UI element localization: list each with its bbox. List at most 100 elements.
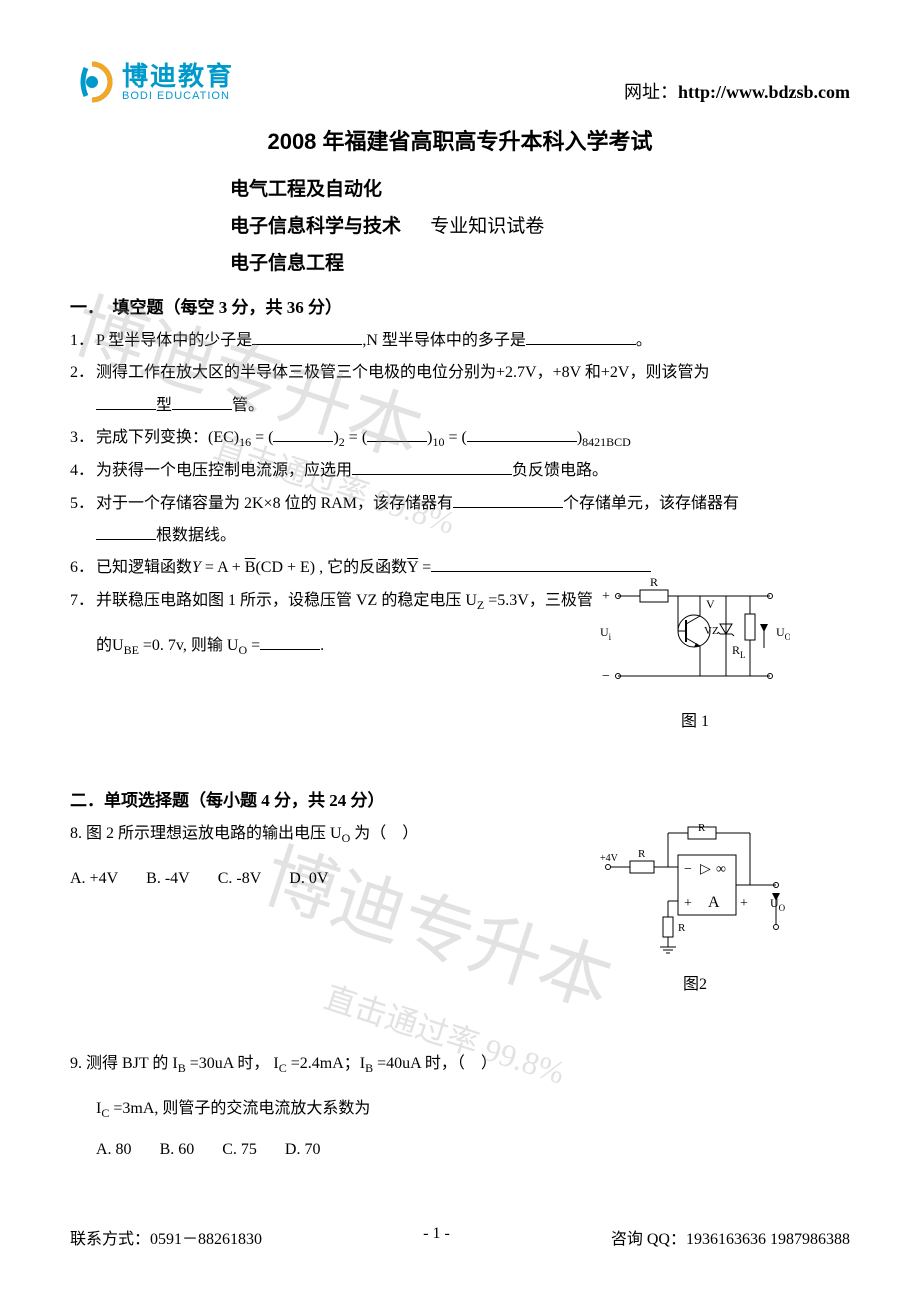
- q1-blank2: [526, 328, 636, 345]
- fig2-tri: ▷: [700, 862, 711, 877]
- q4-a: 为获得一个电压控制电流源，应选用: [96, 462, 352, 479]
- q2-blank2: [172, 393, 232, 410]
- q1-blank1: [252, 328, 362, 345]
- fig1-RL-sub: L: [740, 650, 746, 660]
- q7-f: .: [320, 637, 324, 654]
- fig1-Ui-sub: i: [609, 632, 612, 642]
- q4-b: 负反馈电路。: [512, 462, 608, 479]
- fig1-Ui: U: [600, 625, 609, 639]
- svg-text:−: −: [684, 862, 692, 877]
- fig2-svg: R R +4V − + ▷ ∞ A +: [600, 819, 790, 959]
- page-container: 博迪专升本 直击通过率 99.8% 博迪专升本 直击通过率 99.8% 博迪教育…: [0, 0, 920, 1289]
- q9-a: 测得 BJT 的 I: [86, 1055, 178, 1072]
- fig1-plus-l: +: [602, 589, 610, 604]
- q3-eq3: = (: [444, 429, 466, 446]
- fig2-A: A: [708, 894, 720, 911]
- fig1-Uo: U: [776, 625, 785, 639]
- q3-num: 3．: [70, 423, 96, 453]
- q3-s4: 8421BCD: [582, 435, 631, 449]
- fig2-Uo-sub: O: [779, 903, 786, 913]
- q4-num: 4．: [70, 456, 96, 486]
- website: 网址：http://www.bdzsb.com: [624, 78, 850, 104]
- fig1-minus-l: −: [602, 669, 610, 684]
- q3-blank2: [367, 425, 427, 442]
- fig1-Uo-sub: O: [785, 632, 790, 642]
- fig2-R2: R: [638, 848, 646, 860]
- q8-b: 为（ ）: [350, 825, 418, 842]
- q8-opt-b: B. -4V: [146, 870, 190, 887]
- q8-opt-c: C. -8V: [218, 870, 262, 887]
- subtitle-2-left: 电子信息科学与技术: [230, 216, 401, 237]
- svg-text:Ui: Ui: [600, 625, 612, 642]
- q3-eq2: = (: [345, 429, 367, 446]
- q7-ube: BE: [124, 643, 139, 657]
- logo: 博迪教育 BODI EDUCATION: [70, 60, 234, 104]
- q3-s3: 10: [432, 435, 444, 449]
- q7-c: 的U: [96, 637, 124, 654]
- website-label: 网址：: [624, 82, 678, 102]
- subtitle-block: 电气工程及自动化 电子信息科学与技术 专业知识试卷 电子信息工程: [230, 174, 850, 275]
- fig1-RL: R: [732, 643, 740, 657]
- footer-center: - 1 -: [423, 1225, 450, 1249]
- q7-num: 7．: [70, 586, 96, 616]
- q3-s1: 16: [239, 435, 251, 449]
- q1-b: ,N 型半导体中的多子是: [362, 332, 526, 349]
- q6-num: 6．: [70, 553, 96, 583]
- fig2-4v: +4V: [600, 853, 619, 864]
- q7-uo: O: [238, 643, 247, 657]
- fig2-R3: R: [678, 922, 686, 934]
- q1-a: P 型半导体中的少子是: [96, 332, 252, 349]
- section2-heading: 二．单项选择题（每小题 4 分，共 24 分）: [70, 786, 850, 811]
- q4: 4．为获得一个电压控制电流源，应选用 负反馈电路。: [70, 456, 850, 486]
- q7-line1: 7．并联稳压电路如图 1 所示，设稳压管 VZ 的稳定电压 UZ =5.3V，三…: [70, 586, 660, 617]
- fig1-svg: R V VZ: [600, 576, 790, 696]
- q5-blank2: [96, 523, 156, 540]
- fig1-VZ: VZ: [704, 625, 719, 637]
- fig1-R: R: [650, 576, 658, 589]
- q5-c: 根数据线。: [156, 527, 236, 544]
- q7-blank: [260, 633, 320, 650]
- q9-l2b: =3mA, 则管子的交流电流放大系数为: [109, 1100, 370, 1117]
- q8-num: 8.: [70, 825, 82, 842]
- q9-opts: A. 80 B. 60 C. 75 D. 70: [70, 1135, 850, 1165]
- subtitle-3: 电子信息工程: [230, 248, 850, 275]
- q9-opt-b: B. 60: [160, 1141, 195, 1158]
- q3-blank1: [273, 425, 333, 442]
- subtitle-1: 电气工程及自动化: [230, 174, 850, 201]
- q1-num: 1．: [70, 326, 96, 356]
- logo-text: 博迪教育 BODI EDUCATION: [122, 62, 234, 103]
- fig1-V: V: [706, 597, 715, 611]
- q9-opt-c: C. 75: [222, 1141, 257, 1158]
- q7-e: =: [247, 637, 260, 654]
- q3-a: 完成下列变换：(EC): [96, 429, 239, 446]
- page-footer: 联系方式：0591－88261830 - 1 - 咨询 QQ：193616363…: [70, 1225, 850, 1249]
- svg-text:UO: UO: [770, 896, 786, 913]
- q6-ybar: Y: [407, 559, 418, 576]
- fig2-R1: R: [698, 822, 706, 834]
- q5-num: 5．: [70, 489, 96, 519]
- q8-opt-d: D. 0V: [289, 870, 328, 887]
- q4-blank: [352, 458, 512, 475]
- q6-eq2: =: [418, 559, 431, 576]
- q2-a: 测得工作在放大区的半导体三极管三个电极的电位分别为+2.7V，+8V 和+2V，…: [96, 364, 709, 381]
- q9-d: =40uA 时，（ ）: [373, 1055, 497, 1072]
- q9-opt-a: A. 80: [96, 1141, 132, 1158]
- q2-c: 管。: [232, 397, 264, 414]
- q7-d: =0. 7v, 则输 U: [139, 637, 239, 654]
- q2-num: 2．: [70, 358, 96, 388]
- q2-line2: 型管。: [70, 391, 850, 421]
- fig2-label: 图2: [600, 970, 790, 994]
- svg-text:UO: UO: [776, 625, 790, 642]
- q7-line2: 的UBE =0. 7v, 则输 UO =.: [70, 631, 686, 662]
- svg-text:+: +: [684, 896, 692, 911]
- q8-sub: O: [342, 831, 351, 845]
- q8-row: R R +4V − + ▷ ∞ A +: [70, 819, 850, 989]
- q2: 2．测得工作在放大区的半导体三极管三个电极的电位分别为+2.7V，+8V 和+2…: [70, 358, 850, 388]
- q9-ic: C: [279, 1061, 287, 1075]
- q5: 5．对于一个存储容量为 2K×8 位的 RAM，该存储器有个存储单元，该存储器有: [70, 489, 850, 519]
- website-url: http://www.bdzsb.com: [678, 82, 850, 102]
- q9-ib: B: [178, 1061, 186, 1075]
- svg-text:RL: RL: [732, 643, 746, 660]
- q9: 9. 测得 BJT 的 IB =30uA 时， IC =2.4mA；IB =40…: [70, 1049, 850, 1080]
- q6-a: 已知逻辑函数: [96, 559, 192, 576]
